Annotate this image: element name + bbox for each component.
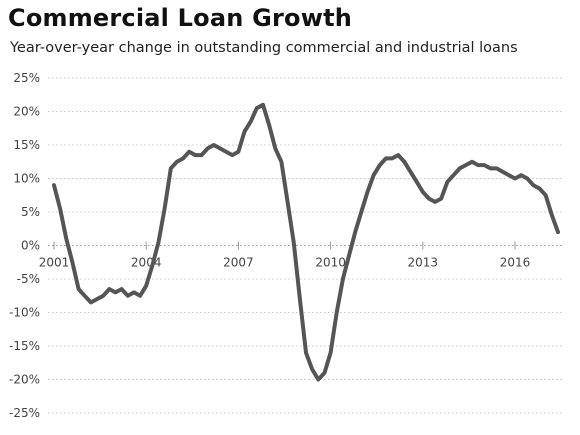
chart-subtitle: Year-over-year change in outstanding com… xyxy=(10,40,518,56)
y-axis-ticks: 25% 20% 15% 10% 5% 0% -5% -10% -15% -20% -25% xyxy=(9,71,40,420)
y-tick-label: -5% xyxy=(17,272,40,286)
chart-title: Commercial Loan Growth xyxy=(8,4,353,32)
y-tick-label: 25% xyxy=(13,71,40,85)
series-line xyxy=(52,102,560,382)
y-tick-label: 20% xyxy=(13,105,40,119)
x-tick-label: 2010 xyxy=(315,256,346,270)
y-tick-label: 0% xyxy=(21,239,40,253)
y-tick-label: 15% xyxy=(13,138,40,152)
gridlines xyxy=(48,77,562,414)
x-tick-label: 2001 xyxy=(39,256,70,270)
x-tick-label: 2013 xyxy=(408,256,439,270)
y-tick-label: -10% xyxy=(9,306,40,320)
x-tick-label: 2007 xyxy=(223,256,254,270)
y-tick-label: -15% xyxy=(9,339,40,353)
y-tick-label: 5% xyxy=(21,205,40,219)
series-layer xyxy=(52,102,560,382)
y-tick-label: -25% xyxy=(9,406,40,420)
x-tick-label: 2004 xyxy=(131,256,162,270)
x-tick-label: 2016 xyxy=(500,256,531,270)
y-tick-label: 10% xyxy=(13,172,40,186)
y-tick-label: -20% xyxy=(9,373,40,387)
